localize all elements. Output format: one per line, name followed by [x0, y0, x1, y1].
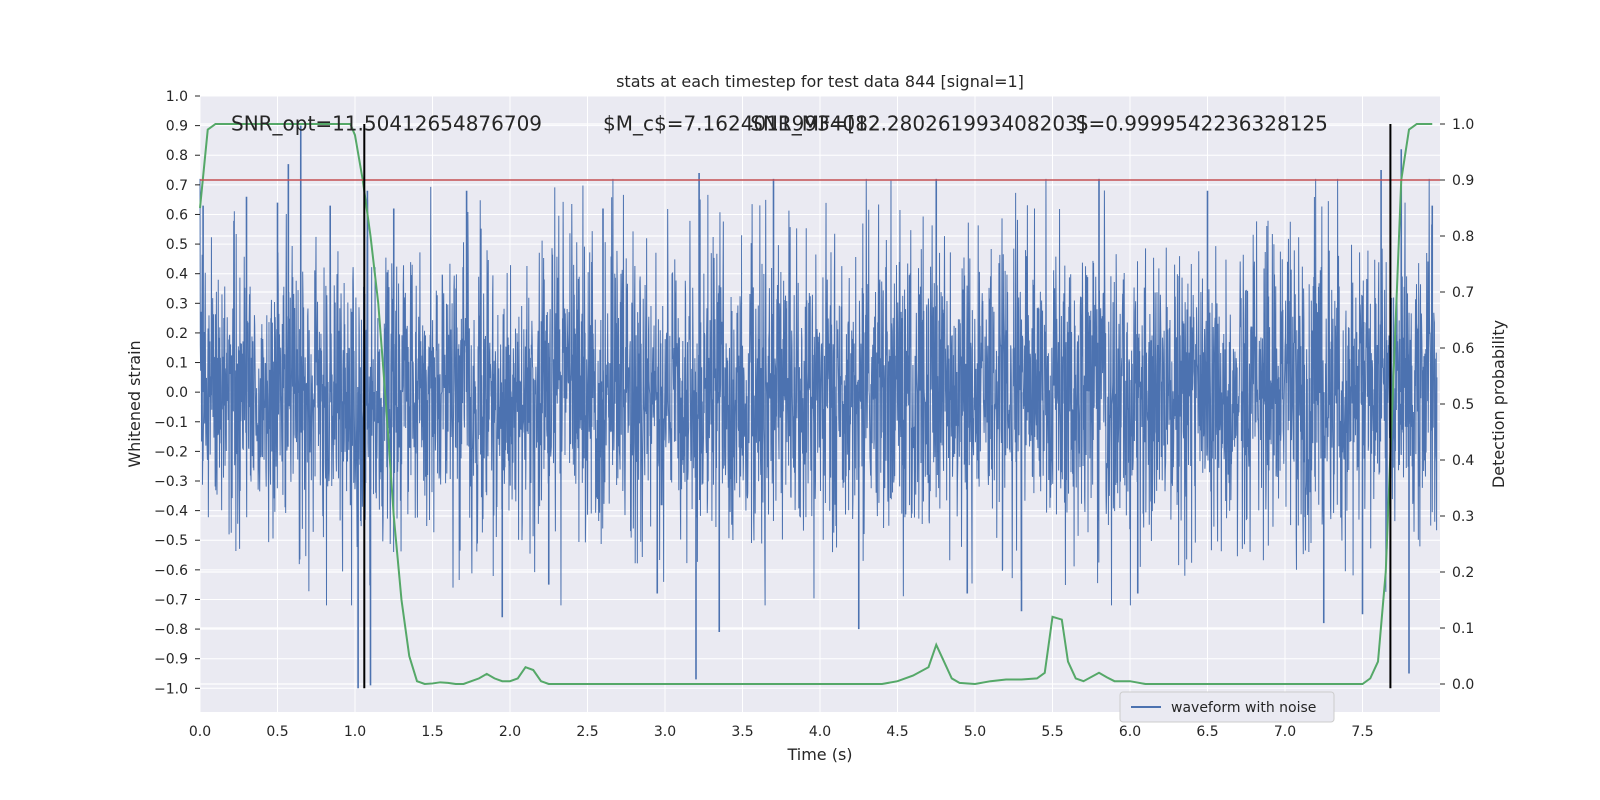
x-tick-label: 1.5	[421, 724, 443, 740]
y-left-tick-label: 0.5	[166, 237, 188, 253]
x-tick-label: 7.5	[1351, 724, 1373, 740]
y-left-tick-label: 0.2	[166, 326, 188, 342]
y-right-tick-label: 0.9	[1452, 173, 1474, 189]
x-tick-label: 4.0	[809, 724, 831, 740]
x-tick-label: 0.0	[189, 724, 211, 740]
legend-entry: waveform with noise	[1171, 700, 1316, 716]
y-right-tick-label: 0.0	[1452, 677, 1474, 693]
x-tick-label: 2.5	[576, 724, 598, 740]
y-left-tick-label: −0.3	[154, 474, 188, 490]
y-left-tick-label: 0.6	[166, 207, 188, 223]
y-left-tick-label: 1.0	[166, 89, 188, 105]
y-right-tick-label: 0.7	[1452, 285, 1474, 301]
series-waveform-noise	[199, 125, 1438, 689]
annotations: SNR_opt=11.50412654876709 $M_c$=7.1624011…	[231, 112, 1328, 136]
x-ticks: 0.0 0.5 1.0 1.5 2.0 2.5 3.0 3.5 4.0 4.5 5.0 5.5 6.0 6…	[189, 724, 1374, 740]
y-left-tick-label: 0.7	[166, 178, 188, 194]
legend: waveform with noise	[1119, 691, 1335, 723]
y-left-tick-label: 0.8	[166, 148, 188, 164]
y-right-tick-label: 1.0	[1452, 117, 1474, 133]
y-left-tick-label: −0.2	[154, 444, 188, 460]
y-left-tick-label: −0.6	[154, 563, 188, 579]
y-left-tick-label: 0.4	[166, 267, 188, 283]
y-left-ticks: 1.0 0.9 0.8 0.7 0.6 0.5 0.4 0.3 0.2 0.1 0.0 −0.1 −0.…	[154, 89, 200, 697]
legend-box	[1119, 691, 1335, 723]
y-left-tick-label: 0.9	[166, 119, 188, 135]
x-tick-label: 6.5	[1196, 724, 1218, 740]
x-tick-label: 3.5	[731, 724, 753, 740]
y-right-tick-label: 0.6	[1452, 341, 1474, 357]
x-tick-label: 3.0	[654, 724, 676, 740]
annotation-text: SNR_opt=11.50412654876709	[231, 112, 542, 136]
y-left-tick-label: −0.9	[154, 652, 188, 668]
series-detection-probability	[199, 123, 1433, 686]
y-right-ticks: 1.0 0.9 0.8 0.7 0.6 0.5 0.4 0.3 0.2 0.1 0.0	[1440, 117, 1474, 693]
waveform-noise-line	[199, 178, 1438, 606]
y-left-tick-label: −1.0	[154, 681, 188, 697]
y-left-tick-label: −0.8	[154, 622, 188, 638]
y-right-tick-label: 0.2	[1452, 565, 1474, 581]
y-right-tick-label: 0.8	[1452, 229, 1474, 245]
x-tick-label: 2.0	[499, 724, 521, 740]
x-tick-label: 4.5	[886, 724, 908, 740]
y-left-tick-label: 0.3	[166, 296, 188, 312]
detection-probability-line	[199, 123, 1433, 686]
y-right-tick-label: 0.3	[1452, 509, 1474, 525]
y-right-tick-label: 0.5	[1452, 397, 1474, 413]
y-left-tick-label: −0.7	[154, 592, 188, 608]
x-tick-label: 0.5	[266, 724, 288, 740]
y-axis-left-label: Whitened strain	[125, 340, 144, 467]
y-left-tick-label: −0.1	[154, 415, 188, 431]
y-left-tick-label: −0.4	[154, 504, 188, 520]
y-left-tick-label: 0.1	[166, 356, 188, 372]
y-axis-right-label: Detection probability	[1489, 320, 1508, 488]
y-left-tick-label: 0.0	[166, 385, 188, 401]
reference-lines	[200, 124, 1440, 689]
chart-title: stats at each timestep for test data 844…	[616, 72, 1024, 91]
y-right-tick-label: 0.4	[1452, 453, 1474, 469]
annotation-text: S=0.9999542236328125	[1076, 112, 1328, 136]
x-tick-label: 7.0	[1274, 724, 1296, 740]
y-left-tick-label: −0.5	[154, 533, 188, 549]
x-tick-label: 5.5	[1041, 724, 1063, 740]
annotation-text: $M_c$=7.16240119934082	[603, 112, 881, 136]
x-tick-label: 1.0	[344, 724, 366, 740]
y-right-tick-label: 0.1	[1452, 621, 1474, 637]
x-tick-label: 5.0	[964, 724, 986, 740]
x-axis-label: Time (s)	[786, 745, 852, 764]
annotation-text: SNR_MF=[12.280261993408203]	[750, 112, 1085, 136]
x-tick-label: 6.0	[1119, 724, 1141, 740]
